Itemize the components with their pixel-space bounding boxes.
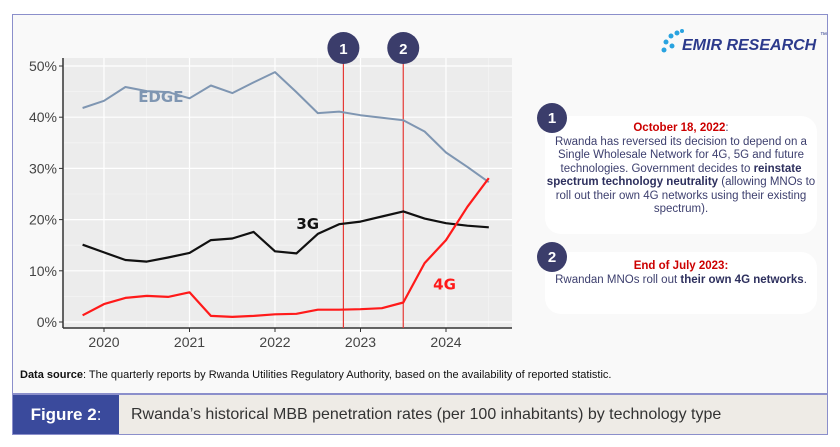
note-bold: reinstate spectrum technology neutrality: [546, 162, 802, 189]
event-marker-1: [327, 32, 360, 64]
y-tick-label: 0%: [37, 314, 57, 330]
note-date-suffix: :: [725, 122, 729, 134]
note-2: End of July 2023: Rwandan MNOs roll out …: [545, 252, 817, 314]
note-date: October 18, 2022: [633, 122, 726, 134]
logo-dots-icon: [661, 29, 684, 53]
x-tick-label: 2023: [345, 334, 376, 350]
emir-research-logo: EMIR RESEARCH ™: [660, 24, 830, 64]
source-label: Data source: [20, 369, 83, 381]
series-line-edge: [82, 71, 490, 184]
note-badge-1: 1: [537, 103, 567, 133]
series-label-edge: EDGE: [138, 88, 183, 106]
event-marker-label: 1: [339, 41, 347, 58]
note-text: (allowing MNOs to roll out their own 4G …: [555, 176, 816, 215]
logo-text: EMIR RESEARCH: [682, 37, 817, 54]
series-label-4g: 4G: [433, 276, 456, 294]
y-tick-label: 50%: [29, 58, 57, 74]
y-tick-label: 20%: [29, 212, 57, 228]
note-badge-2: 2: [537, 242, 567, 272]
caption-text: Rwanda’s historical MBB penetration rate…: [119, 395, 827, 434]
note-text: .: [803, 273, 807, 286]
event-marker-2: [387, 32, 420, 64]
caption-label-suffix: :: [96, 404, 102, 424]
plot-background: [63, 58, 512, 328]
x-tick-label: 2020: [88, 334, 119, 350]
figure-caption: Figure 2: Rwanda’s historical MBB penetr…: [12, 394, 828, 435]
event-marker-label: 2: [399, 41, 407, 58]
caption-label-text: Figure 2: [30, 404, 97, 424]
note-text: Rwandan MNOs roll out: [555, 273, 681, 286]
series-label-3g: 3G: [296, 215, 319, 233]
series-line-3g: [82, 210, 489, 263]
note-text: Rwanda has reversed its decision to depe…: [555, 135, 807, 175]
y-tick-label: 10%: [29, 263, 57, 279]
note-date: End of July 2023:: [633, 260, 729, 272]
note-bold: their own 4G networks: [680, 273, 804, 286]
note-1: October 18, 2022: Rwanda has reversed it…: [545, 116, 817, 234]
caption-label: Figure 2:: [13, 395, 119, 434]
x-tick-label: 2024: [430, 334, 461, 350]
source-text: : The quarterly reports by Rwanda Utilit…: [82, 369, 612, 381]
series-line-4g: [82, 177, 490, 318]
logo-tm: ™: [820, 32, 827, 39]
data-source: Data source: The quarterly reports by Rw…: [20, 369, 611, 381]
x-tick-label: 2021: [174, 334, 205, 350]
y-tick-label: 40%: [29, 109, 57, 125]
y-tick-label: 30%: [29, 160, 57, 176]
x-tick-label: 2022: [259, 334, 290, 350]
